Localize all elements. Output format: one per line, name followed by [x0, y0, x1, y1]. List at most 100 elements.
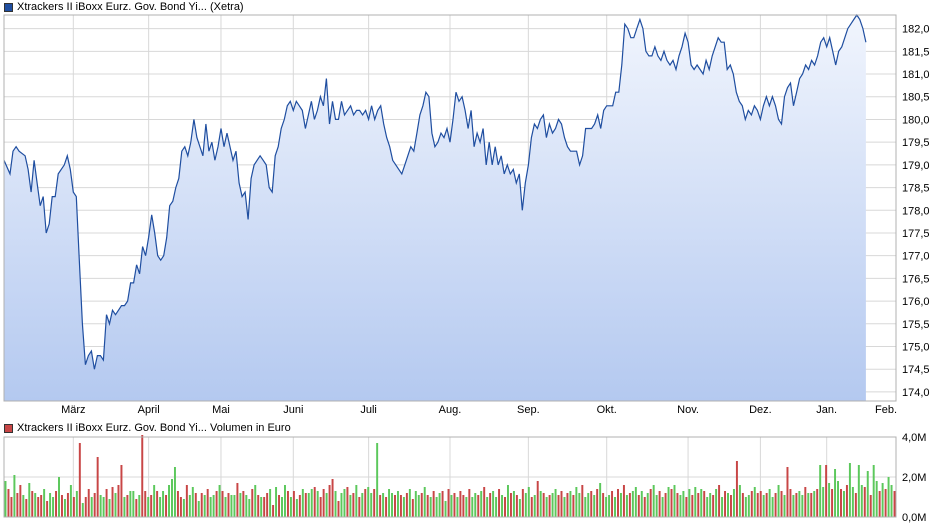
volume-bar	[498, 489, 501, 517]
volume-bar	[825, 465, 828, 517]
price-legend-swatch	[4, 2, 13, 12]
volume-bar	[197, 501, 200, 517]
volume-bar	[545, 497, 548, 517]
volume-bar	[105, 489, 108, 517]
volume-bar	[254, 485, 257, 517]
volume-bar	[492, 491, 495, 517]
volume-bar	[19, 485, 22, 517]
volume-bar	[721, 497, 724, 517]
volume-bar	[530, 497, 533, 517]
x-tick-label: März	[61, 404, 85, 416]
volume-bar	[453, 493, 456, 517]
volume-bar	[275, 487, 278, 517]
volume-y-tick-label: 2,0M	[902, 472, 926, 484]
volume-bar	[66, 493, 69, 517]
volume-bar	[512, 491, 515, 517]
price-y-tick-label: 176,5	[902, 273, 930, 285]
volume-bar	[768, 489, 771, 517]
volume-bar	[753, 487, 756, 517]
volume-bar	[49, 493, 52, 517]
volume-bar	[718, 485, 721, 517]
volume-bar	[509, 493, 512, 517]
volume-bar	[506, 485, 509, 517]
volume-bar	[884, 489, 887, 517]
volume-bar	[486, 497, 489, 517]
volume-bar	[744, 497, 747, 517]
volume-bar	[364, 489, 367, 517]
volume-bar	[408, 489, 411, 517]
volume-bar	[738, 485, 741, 517]
volume-bar	[60, 495, 63, 517]
volume-bar	[465, 497, 468, 517]
volume-bar	[471, 497, 474, 517]
volume-bar	[385, 497, 388, 517]
price-y-tick-label: 180,5	[902, 92, 930, 104]
volume-bar	[887, 477, 890, 517]
volume-bar	[810, 493, 813, 517]
volume-bar	[643, 497, 646, 517]
volume-bar	[652, 485, 655, 517]
volume-bar	[462, 495, 465, 517]
volume-bar	[533, 495, 536, 517]
volume-bar	[301, 489, 304, 517]
x-tick-label: Juni	[283, 404, 303, 416]
volume-bar	[304, 493, 307, 517]
volume-bar	[554, 489, 557, 517]
volume-bar	[46, 501, 49, 517]
volume-legend: Xtrackers II iBoxx Eurz. Gov. Bond Yi...…	[4, 421, 291, 435]
volume-bar	[28, 483, 31, 517]
volume-bar	[215, 491, 218, 517]
volume-bar	[25, 499, 28, 517]
volume-bar	[117, 485, 120, 517]
volume-bar	[527, 487, 530, 517]
volume-bar	[239, 493, 242, 517]
volume-bar	[542, 493, 545, 517]
volume-bar	[685, 497, 688, 517]
volume-bar	[376, 443, 379, 517]
volume-bar	[84, 497, 87, 517]
x-tick-label: Nov.	[677, 404, 699, 416]
volume-bar	[58, 477, 60, 517]
volume-bar	[156, 491, 159, 517]
volume-bar	[518, 499, 521, 517]
price-legend-label: Xtrackers II iBoxx Eurz. Gov. Bond Yi...…	[17, 1, 244, 13]
volume-bar	[515, 495, 518, 517]
volume-bar	[203, 495, 206, 517]
volume-bar	[379, 495, 382, 517]
volume-bar	[289, 497, 292, 517]
volume-bar	[816, 489, 819, 517]
volume-bar	[441, 491, 444, 517]
volume-bar	[724, 491, 727, 517]
volume-bar	[96, 457, 99, 517]
price-legend: Xtrackers II iBoxx Eurz. Gov. Bond Yi...…	[4, 0, 244, 14]
volume-bar	[388, 489, 391, 517]
volume-bar	[866, 471, 869, 517]
volume-bar	[417, 495, 420, 517]
volume-bar	[251, 489, 254, 517]
volume-bar	[741, 493, 744, 517]
volume-bar	[75, 491, 78, 517]
volume-bar	[483, 487, 486, 517]
volume-bar	[840, 489, 842, 517]
volume-bar	[447, 489, 450, 517]
volume-bar	[578, 493, 581, 517]
volume-bar	[599, 483, 602, 517]
volume-bar	[346, 487, 349, 517]
volume-y-tick-label: 4,0M	[902, 432, 926, 444]
volume-bar	[759, 491, 762, 517]
volume-bar	[863, 487, 866, 517]
volume-bar	[316, 491, 319, 517]
x-tick-label: Aug.	[439, 404, 462, 416]
price-y-tick-label: 174,5	[902, 364, 930, 376]
volume-bar	[712, 495, 715, 517]
volume-bar	[602, 493, 605, 517]
price-y-tick-label: 178,0	[902, 205, 930, 217]
volume-legend-label: Xtrackers II iBoxx Eurz. Gov. Bond Yi...…	[17, 422, 291, 434]
volume-bar	[108, 499, 111, 517]
volume-bar	[845, 485, 848, 517]
volume-bar	[182, 499, 185, 517]
volume-bar	[391, 493, 393, 517]
volume-bar	[435, 497, 438, 517]
volume-bar	[150, 495, 153, 517]
volume-bar	[614, 497, 616, 517]
